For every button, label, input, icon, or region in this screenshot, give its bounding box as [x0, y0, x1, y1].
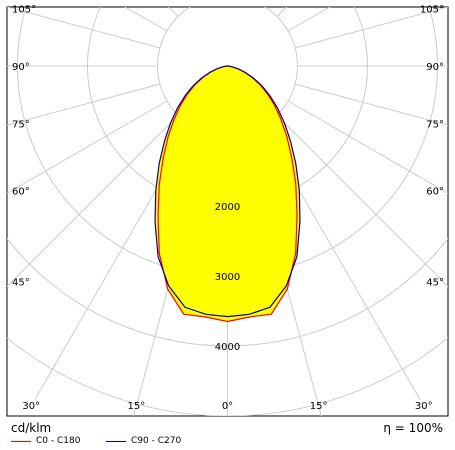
unit-label: cd/klm — [11, 421, 52, 435]
angle-tick-label: 105° — [420, 4, 444, 15]
legend-label-c90: C90 - C270 — [131, 436, 182, 446]
angle-tick-label: 15° — [128, 401, 146, 412]
grid-spoke — [263, 0, 421, 5]
angle-tick-label: 45° — [426, 278, 444, 289]
radial-tick-label: 3000 — [215, 272, 240, 283]
grid-spoke — [294, 83, 448, 126]
axis-labels: 2000 3000 4000 0° 15° 15° 30° 30° 45° 45° 60° 60° 75… — [12, 4, 444, 412]
light-distribution-curves — [154, 65, 301, 323]
radial-tick-label: 4000 — [215, 342, 240, 353]
legend-item-c90: C90 - C270 — [106, 434, 181, 448]
grid-spoke — [294, 7, 448, 49]
angle-tick-label: 30° — [22, 401, 40, 412]
legend-item-c0: C0 - C180 — [11, 434, 80, 448]
angle-tick-label: 45° — [12, 278, 30, 289]
angle-tick-label: 0° — [222, 401, 233, 412]
efficiency-label: η = 100% — [383, 421, 443, 435]
legend-swatch-c90 — [106, 440, 126, 442]
angle-tick-label: 105° — [12, 4, 36, 15]
angle-tick-label: 90° — [426, 62, 444, 73]
angle-tick-label: 75° — [426, 120, 444, 131]
angle-tick-label: 90° — [12, 62, 30, 73]
legend-swatch-c0 — [11, 440, 31, 442]
angle-tick-label: 60° — [426, 186, 444, 197]
grid-spoke — [7, 115, 179, 288]
legend-label-c0: C0 - C180 — [36, 436, 81, 446]
angle-tick-label: 60° — [12, 186, 30, 197]
grid-spoke — [35, 0, 193, 5]
curve-fill-1 — [155, 66, 300, 317]
grid-spoke — [276, 115, 448, 288]
grid-spoke — [7, 100, 168, 194]
curve-line-1 — [154, 65, 301, 318]
angle-tick-label: 15° — [310, 401, 328, 412]
grid-spoke — [287, 100, 448, 194]
grid-spoke — [7, 7, 161, 49]
angle-tick-label: 30° — [415, 401, 433, 412]
angle-tick-label: 75° — [12, 120, 30, 131]
radial-tick-label: 2000 — [215, 202, 240, 213]
grid-spoke — [7, 83, 161, 126]
